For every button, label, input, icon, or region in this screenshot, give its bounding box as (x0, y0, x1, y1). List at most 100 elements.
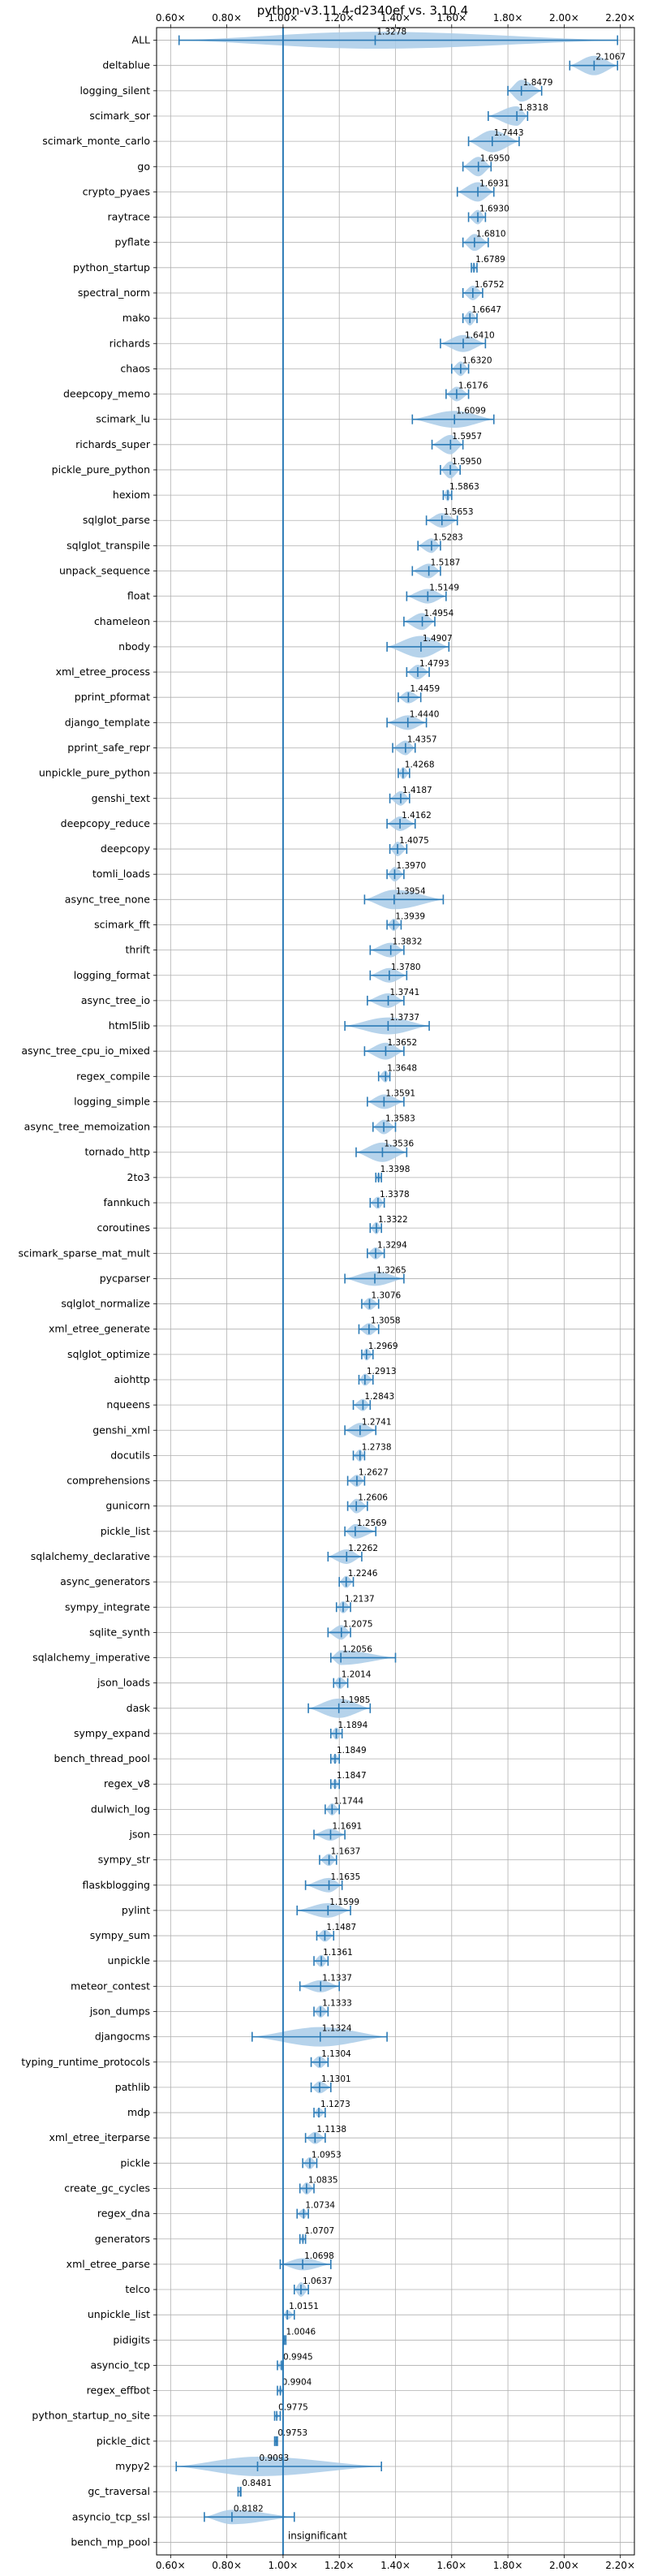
value-label: 1.5950 (452, 457, 482, 467)
category-label: pickle_list (101, 1525, 150, 1537)
category-label: pylint (122, 1904, 150, 1916)
value-label: 1.0835 (308, 2175, 338, 2185)
value-label: 1.3954 (396, 886, 426, 896)
value-label: 1.2056 (342, 1645, 372, 1655)
category-label: gunicorn (105, 1500, 150, 1512)
category-label: async_tree_io (81, 994, 150, 1006)
category-label: logging_silent (80, 84, 150, 97)
value-label: 1.1691 (332, 1822, 362, 1832)
value-label: 1.0707 (304, 2226, 334, 2236)
category-label: pickle_dict (97, 2435, 150, 2447)
value-label: 1.1637 (331, 1847, 361, 1857)
value-label: 1.3583 (385, 1114, 415, 1124)
value-label: 1.1849 (337, 1746, 367, 1755)
value-label: 1.4907 (423, 634, 453, 644)
chart-title: python-v3.11.4-d2340ef vs. 3.10.4 (257, 3, 468, 18)
value-label: 0.9945 (283, 2352, 313, 2362)
category-label: genshi_text (92, 792, 150, 804)
value-label: 1.4268 (405, 760, 435, 770)
value-label: 1.3939 (395, 911, 425, 921)
category-label: raytrace (108, 211, 151, 223)
x-tick-label-bottom: 2.20× (605, 2560, 635, 2571)
value-label: 1.1487 (326, 1923, 356, 1932)
category-label: thrift (125, 944, 150, 956)
value-label: 1.2969 (368, 1342, 398, 1351)
value-label: 1.8318 (518, 103, 548, 113)
value-label: 1.3294 (377, 1240, 407, 1250)
value-label: 1.5863 (449, 482, 479, 492)
category-label: pprint_pformat (75, 691, 150, 703)
insignificant-annotation: insignificant (288, 2530, 347, 2541)
category-label: regex_compile (76, 1070, 150, 1082)
category-label: pickle_pure_python (52, 463, 150, 476)
value-label: 1.7443 (494, 128, 524, 138)
category-label: chaos (120, 362, 150, 374)
value-label: 1.3591 (385, 1088, 415, 1098)
value-label: 1.3378 (380, 1190, 410, 1200)
category-label: async_generators (60, 1575, 150, 1587)
x-tick-label-bottom: 0.80× (212, 2560, 242, 2571)
value-label: 1.0046 (286, 2327, 316, 2337)
value-label: 1.4440 (410, 709, 440, 719)
category-label: crypto_pyaes (83, 185, 150, 197)
category-label: float (127, 590, 150, 602)
value-label: 1.1894 (338, 1721, 368, 1730)
category-label: pickle (120, 2156, 150, 2169)
x-tick-label-top: 1.20× (324, 12, 355, 24)
x-tick-label-top: 0.80× (212, 12, 242, 24)
value-label: 1.6789 (475, 255, 505, 265)
value-label: 1.4075 (399, 836, 429, 846)
category-label: hexiom (113, 489, 150, 501)
category-label: sqlglot_transpile (67, 539, 150, 551)
value-label: 1.6931 (479, 179, 509, 188)
value-label: 1.2606 (358, 1493, 388, 1503)
category-label: sqlglot_normalize (61, 1298, 150, 1310)
category-label: regex_effbot (87, 2384, 150, 2397)
value-label: 1.3265 (376, 1265, 406, 1275)
value-label: 1.4357 (407, 734, 437, 744)
category-label: json (128, 1829, 150, 1841)
category-label: pyflate (115, 236, 151, 248)
axes: ALL deltablue logging_silent scimark_sorsci… (19, 12, 636, 2571)
value-label: 1.3536 (384, 1139, 414, 1149)
category-label: python_startup (73, 261, 150, 274)
value-label: 1.2262 (348, 1544, 378, 1553)
category-label: scimark_sor (89, 110, 150, 122)
value-label: 1.3970 (396, 861, 426, 871)
value-label: 1.3648 (387, 1063, 417, 1073)
category-label: regex_dna (97, 2208, 150, 2220)
x-tick-label-bottom: 1.80× (493, 2560, 523, 2571)
category-label: richards_super (75, 438, 151, 450)
x-tick-label-top: 2.20× (605, 12, 635, 24)
x-tick-label-bottom: 0.60× (156, 2560, 186, 2571)
category-label: spectral_norm (78, 286, 150, 299)
value-label: 0.9093 (259, 2453, 289, 2463)
value-label: 0.9775 (278, 2403, 308, 2413)
value-label: 1.6320 (462, 355, 492, 365)
category-label: logging_simple (74, 1095, 150, 1107)
value-label: 1.3278 (376, 28, 406, 37)
value-label: 1.2913 (367, 1367, 397, 1376)
value-label: 1.1304 (321, 2049, 351, 2059)
category-label: deepcopy_memo (63, 388, 150, 400)
value-label: 1.1301 (321, 2074, 351, 2084)
value-label: 1.2738 (362, 1442, 392, 1452)
value-label: 1.6099 (456, 407, 486, 416)
value-label: 1.3741 (390, 988, 420, 997)
category-label: sqlite_synth (89, 1626, 150, 1638)
value-label: 1.0734 (305, 2201, 335, 2211)
value-label: 1.6810 (476, 230, 506, 239)
category-label: djangocms (95, 2031, 150, 2043)
value-label: 1.4187 (402, 786, 432, 795)
value-label: 1.6410 (465, 330, 495, 340)
category-label: django_template (65, 716, 151, 728)
value-label: 1.2137 (345, 1594, 375, 1604)
value-label: 1.1333 (322, 1998, 352, 2008)
category-label: scimark_monte_carlo (42, 135, 150, 147)
value-label: 1.1847 (337, 1771, 367, 1781)
category-label: create_gc_cycles (64, 2182, 150, 2194)
value-label: 1.5187 (431, 558, 461, 568)
x-tick-label-top: 1.40× (380, 12, 410, 24)
value-label: 1.1273 (320, 2100, 350, 2109)
